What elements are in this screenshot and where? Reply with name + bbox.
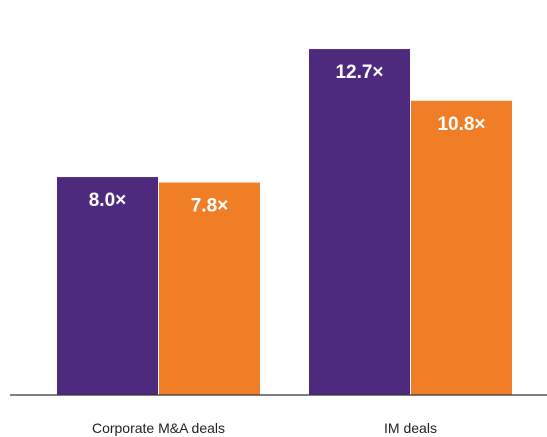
category-label: Corporate M&A deals xyxy=(92,420,225,436)
value-label: 8.0× xyxy=(89,190,127,211)
value-labels-group: 8.0× 7.8× 12.7× 10.8× xyxy=(89,62,486,216)
bar-im-2 xyxy=(411,100,512,396)
bars-group xyxy=(57,49,512,396)
bar-corporate-2 xyxy=(159,182,260,395)
category-label: IM deals xyxy=(384,420,437,436)
bar-im-1 xyxy=(309,49,410,395)
value-label: 10.8× xyxy=(437,114,485,135)
bar-corporate-1 xyxy=(57,177,158,395)
value-label: 7.8× xyxy=(191,196,229,217)
category-labels-group: Corporate M&A deals IM deals xyxy=(92,420,437,436)
value-label: 12.7× xyxy=(335,62,383,83)
